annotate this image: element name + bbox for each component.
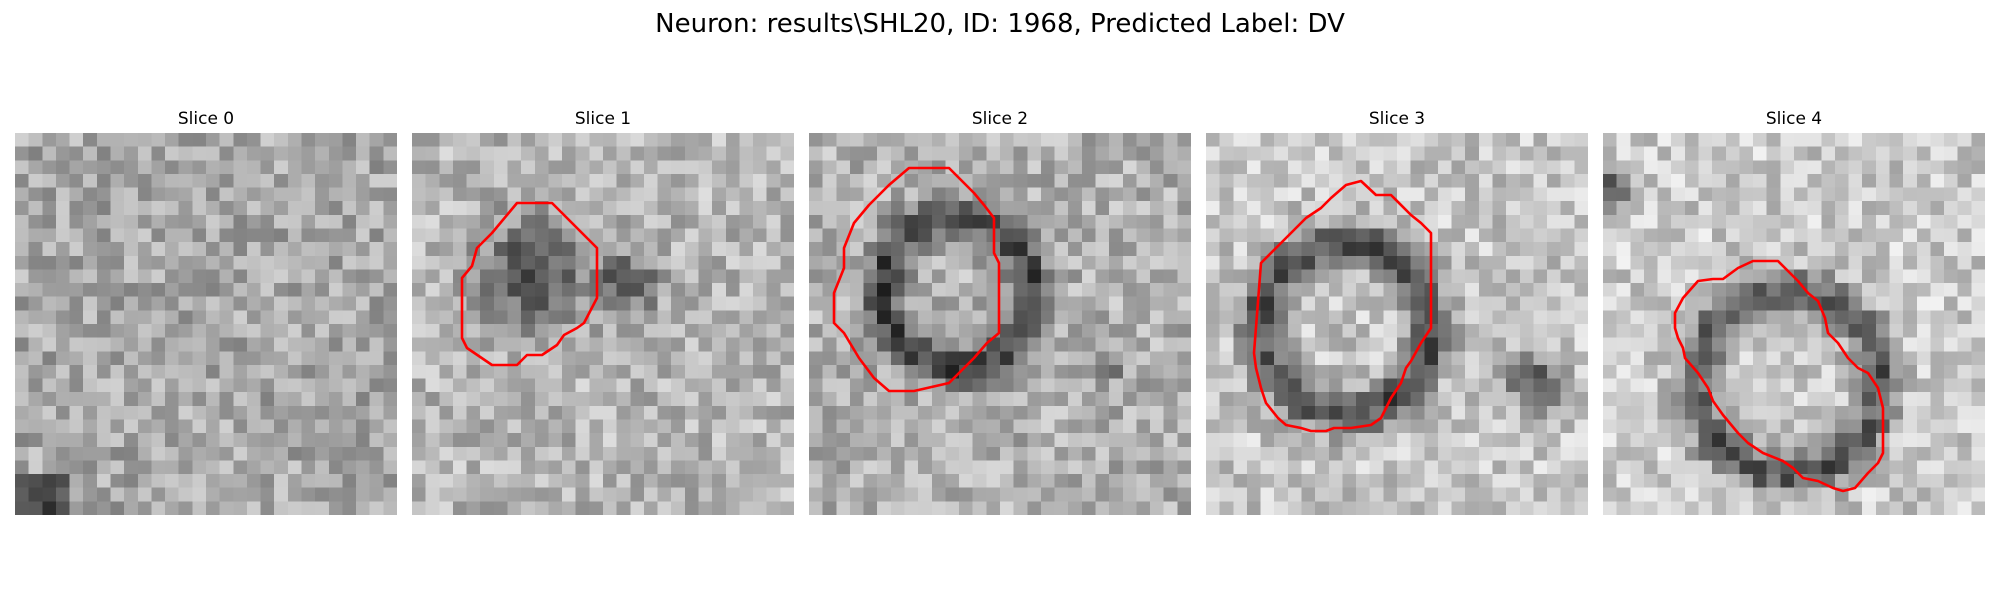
microscopy-image: [412, 133, 794, 515]
pixel-grid: [15, 133, 397, 515]
grayscale-slice-svg: [1603, 133, 1985, 515]
slice-panel-4: Slice 4: [1603, 108, 1985, 515]
segmentation-outline: [460, 201, 599, 367]
microscopy-image: [15, 133, 397, 515]
pixel-grid: [1206, 133, 1588, 515]
microscopy-image: [1206, 133, 1588, 515]
slice-panel-0: Slice 0: [15, 108, 397, 515]
slice-title: Slice 2: [971, 109, 1029, 129]
segmentation-outline: [832, 166, 1001, 393]
pixel-grid: [809, 133, 1191, 515]
segmentation-outline: [1673, 259, 1885, 493]
slice-title: Slice 4: [1765, 109, 1823, 129]
slice-title: Slice 0: [177, 109, 235, 129]
grayscale-slice-svg: [15, 133, 397, 515]
pixel-grid: [1603, 133, 1985, 515]
figure-title: Neuron: results\SHL20, ID: 1968, Predict…: [655, 9, 1345, 39]
pixel-grid: [412, 133, 794, 515]
grayscale-slice-svg: [412, 133, 794, 515]
slice-panel-3: Slice 3: [1206, 108, 1588, 515]
microscopy-image: [1603, 133, 1985, 515]
slice-title: Slice 3: [1368, 109, 1426, 129]
slice-panel-1: Slice 1: [412, 108, 794, 515]
grayscale-slice-svg: [1206, 133, 1588, 515]
grayscale-slice-svg: [809, 133, 1191, 515]
slice-panel-2: Slice 2: [809, 108, 1191, 515]
slice-title: Slice 1: [574, 109, 632, 129]
microscopy-image: [809, 133, 1191, 515]
segmentation-outline: [1252, 179, 1433, 433]
